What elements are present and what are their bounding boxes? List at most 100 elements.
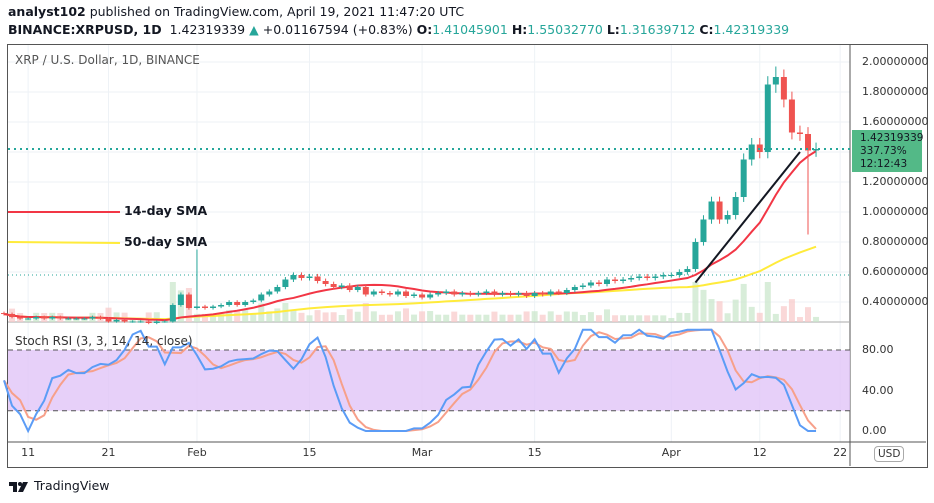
volume-bar bbox=[700, 289, 707, 322]
volume-bar bbox=[756, 312, 763, 322]
date-tick: Mar bbox=[411, 446, 433, 459]
candle-body bbox=[499, 293, 506, 295]
candle-body bbox=[322, 281, 329, 284]
candle-body bbox=[644, 276, 651, 278]
candle-body bbox=[604, 279, 610, 284]
volume-bar bbox=[660, 315, 667, 322]
rsi-tick: 80.00 bbox=[862, 343, 894, 356]
volume-bar bbox=[298, 312, 305, 322]
volume-bar bbox=[314, 310, 321, 322]
volume-bar bbox=[563, 311, 570, 322]
candle-body bbox=[169, 305, 176, 322]
volume-bar bbox=[394, 311, 401, 322]
date-tick: 15 bbox=[302, 446, 317, 459]
volume-bar bbox=[73, 318, 80, 322]
candle-body bbox=[210, 306, 217, 308]
volume-bar bbox=[354, 311, 361, 322]
sma14-line bbox=[3, 150, 817, 322]
candle-body bbox=[475, 293, 482, 295]
candle-body bbox=[258, 294, 265, 301]
candle-body bbox=[459, 293, 466, 295]
rsi-band bbox=[8, 350, 850, 411]
tradingview-logo[interactable]: TradingView bbox=[8, 478, 110, 493]
candle-body bbox=[796, 132, 803, 134]
c-label: C: bbox=[699, 22, 714, 37]
volume-bar bbox=[547, 311, 554, 322]
candle-body bbox=[97, 317, 104, 319]
volume-bar bbox=[788, 299, 795, 322]
price-tick: 0.40000000 bbox=[862, 295, 929, 308]
date-tick: Apr bbox=[661, 446, 681, 459]
rsi-tick: 40.00 bbox=[862, 383, 894, 397]
candle-body bbox=[700, 219, 707, 242]
low: 1.31639712 bbox=[619, 22, 696, 37]
date-tick: 21 bbox=[101, 446, 116, 459]
price-tick: 1.00000000 bbox=[862, 205, 929, 218]
candle-body bbox=[137, 321, 144, 323]
sma50-annotation: 50-day SMA bbox=[124, 234, 208, 249]
volume-bar bbox=[507, 314, 514, 322]
volume-bar bbox=[587, 312, 594, 322]
candle-body bbox=[531, 293, 538, 296]
candle-body bbox=[764, 84, 771, 152]
price-tick: 0.80000000 bbox=[862, 235, 929, 248]
open: 1.41045901 bbox=[432, 22, 508, 37]
change: +0.01167594 (+0.83%) bbox=[262, 22, 413, 37]
date-tick: 11 bbox=[21, 446, 36, 459]
close: 1.42319339 bbox=[713, 22, 790, 37]
tag-percent: 337.73% bbox=[860, 145, 907, 157]
volume-bar bbox=[25, 318, 32, 322]
candle-body bbox=[242, 302, 249, 305]
candle-body bbox=[555, 291, 562, 293]
volume-bar bbox=[193, 313, 200, 322]
volume-bar bbox=[732, 299, 739, 322]
candle-body bbox=[716, 201, 723, 220]
candle-body bbox=[515, 293, 522, 295]
candle-body bbox=[153, 321, 160, 323]
publisher[interactable]: analyst102 bbox=[8, 4, 86, 19]
candle-body bbox=[732, 197, 739, 215]
price-tick: 1.60000000 bbox=[862, 115, 929, 128]
volume-bar bbox=[306, 315, 313, 322]
candle-body bbox=[780, 77, 787, 100]
volume-bar bbox=[764, 282, 771, 322]
candle-body bbox=[507, 293, 514, 295]
candle-body bbox=[218, 305, 225, 307]
volume-bar bbox=[579, 315, 586, 322]
h-label: H: bbox=[511, 22, 528, 37]
candle-body bbox=[202, 306, 208, 308]
candle-body bbox=[266, 291, 273, 295]
volume-bar bbox=[330, 312, 337, 322]
date-tick: 22 bbox=[833, 446, 848, 459]
volume-bar bbox=[290, 309, 297, 322]
volume-bar bbox=[218, 313, 225, 322]
candle-body bbox=[748, 144, 755, 160]
candle-body bbox=[9, 314, 16, 317]
up-arrow-icon: ▲ bbox=[249, 22, 259, 37]
candle-body bbox=[338, 285, 345, 287]
volume-bar bbox=[523, 311, 530, 322]
volume-bar bbox=[338, 315, 345, 322]
o-label: O: bbox=[416, 22, 433, 37]
stoch-rsi-label: Stoch RSI (3, 3, 14, 14, close) bbox=[15, 334, 193, 348]
candle-body bbox=[491, 291, 498, 295]
volume-bar bbox=[202, 313, 208, 322]
currency-button[interactable]: USD bbox=[874, 446, 905, 462]
candle-body bbox=[571, 287, 578, 290]
volume-bar bbox=[266, 311, 273, 322]
symbol-line: BINANCE:XRPUSD, 1D 1.42319339 ▲ +0.01167… bbox=[8, 22, 789, 37]
candle-body bbox=[587, 282, 594, 286]
volume-bar bbox=[65, 318, 72, 322]
candle-body bbox=[419, 294, 426, 298]
candle-body bbox=[378, 291, 385, 293]
candle-body bbox=[443, 291, 450, 293]
candle-body bbox=[290, 275, 297, 280]
volume-bar bbox=[724, 313, 731, 322]
rsi-tick: 0.00 bbox=[862, 424, 887, 437]
sma50-legend-line bbox=[7, 241, 121, 244]
volume-bar bbox=[813, 316, 820, 322]
candle-body bbox=[692, 242, 699, 269]
volume-bar bbox=[612, 315, 619, 322]
publish-info: analyst102 published on TradingView.com,… bbox=[8, 4, 464, 19]
